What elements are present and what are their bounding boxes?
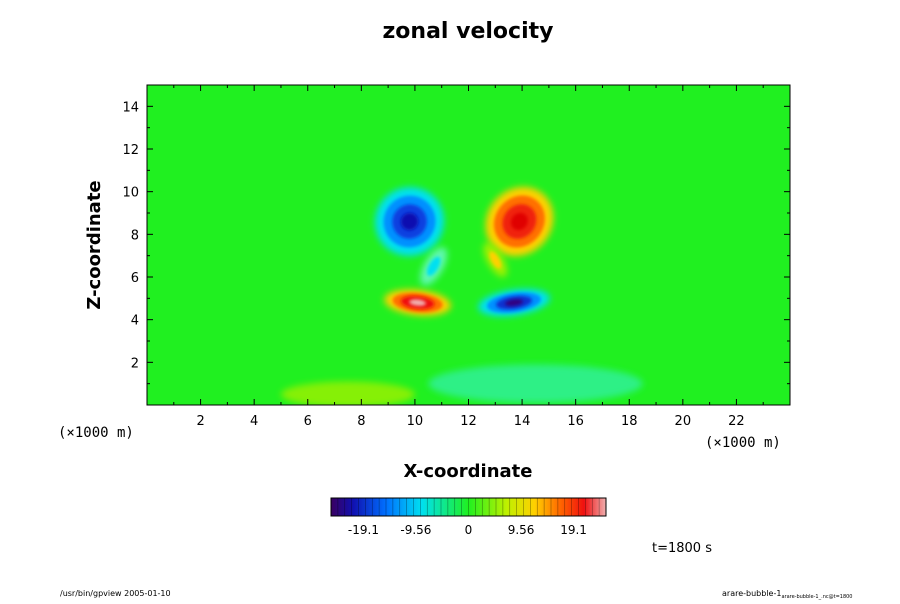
footer-right: arare-bubble-1arare-bubble-1_.nc@t=1800 [722, 589, 853, 600]
x-tick-label: 22 [728, 414, 745, 429]
colorbar-stripes [337, 498, 600, 516]
x-tick-label: 10 [407, 414, 424, 429]
x-axis-unit-right: (×1000 m) [705, 435, 781, 451]
y-axis: 2 4 6 8 10 12 14 [122, 100, 790, 385]
x-tick-label: 8 [357, 414, 365, 429]
y-tick-label: 6 [131, 271, 139, 286]
x-tick-label: 6 [304, 414, 312, 429]
velocity-contour [489, 251, 502, 269]
velocity-contour [409, 299, 426, 306]
x-tick-label: 14 [514, 414, 531, 429]
colorbar-gradient [331, 498, 606, 516]
x-axis: 2 4 6 8 10 12 14 16 18 20 22 [173, 85, 764, 429]
colorbar-tick-label: 0 [465, 523, 473, 537]
field-shade [428, 364, 643, 403]
footer-left: /usr/bin/gpview 2005-01-10 [60, 589, 171, 598]
colorbar-tick-label: 19.1 [560, 523, 587, 537]
velocity-contour [426, 256, 441, 276]
colorbar-tick-label: 9.56 [508, 523, 535, 537]
field-shade [280, 381, 415, 405]
x-tick-label: 12 [460, 414, 477, 429]
colorbar-ticks: -19.1 -9.56 0 9.56 19.1 [348, 523, 587, 537]
colorbar-frame [330, 497, 607, 517]
y-tick-label: 4 [131, 314, 139, 329]
x-tick-label: 20 [675, 414, 692, 429]
velocity-field [280, 186, 643, 405]
x-tick-label: 4 [250, 414, 258, 429]
chart-title: zonal velocity [383, 19, 554, 44]
footer-right-main: arare-bubble-1 [722, 589, 781, 598]
y-axis-title: Z-coordinate [84, 180, 105, 309]
y-tick-label: 14 [122, 100, 139, 115]
x-tick-label: 18 [621, 414, 638, 429]
y-tick-label: 8 [131, 228, 139, 243]
y-tick-label: 12 [122, 143, 139, 158]
y-tick-label: 2 [131, 356, 139, 371]
plot-area [147, 85, 790, 405]
colorbar-tick-label: -9.56 [400, 523, 431, 537]
velocity-contour [505, 299, 524, 307]
x-tick-label: 2 [196, 414, 204, 429]
footer-right-sub: arare-bubble-1_.nc@t=1800 [781, 594, 852, 600]
velocity-contour [510, 212, 528, 231]
y-tick-label: 10 [122, 186, 139, 201]
colorbar-tick-label: -19.1 [348, 523, 379, 537]
time-label: t=1800 s [652, 541, 712, 556]
velocity-contour [400, 212, 419, 231]
x-axis-unit-left: (×1000 m) [58, 425, 134, 441]
x-axis-title: X-coordinate [404, 461, 533, 482]
x-tick-label: 16 [567, 414, 584, 429]
plot-background [147, 85, 790, 405]
colorbar: -19.1 -9.56 0 9.56 19.1 [330, 497, 607, 537]
